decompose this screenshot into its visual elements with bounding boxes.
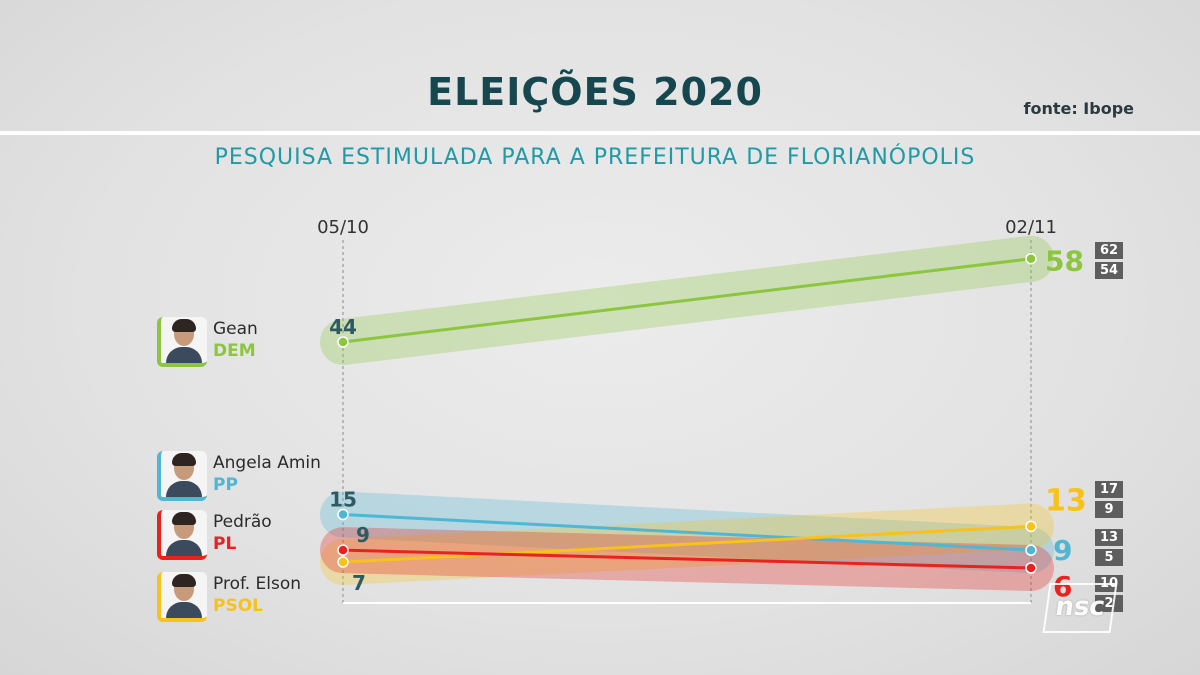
broadcaster-logo: nsc (1042, 583, 1118, 633)
candidate-name: Angela Amin (213, 453, 321, 473)
margin-low: 54 (1095, 262, 1123, 279)
data-point-end-2 (1025, 562, 1037, 574)
margin-range-pedrao: 13 5 (1095, 529, 1123, 569)
candidate-party: PSOL (213, 596, 263, 616)
header-divider (0, 131, 1200, 135)
data-label-end-2: 6 (1053, 570, 1072, 603)
candidate-photo (157, 572, 207, 622)
x-tick-label-start: 05/10 (317, 217, 369, 238)
x-tick-label-end: 02/11 (1005, 217, 1057, 238)
page-title: ELEIÇÕES 2020 (427, 70, 763, 114)
data-point-end-0 (1025, 252, 1037, 265)
data-point-end-1 (1025, 544, 1037, 556)
candidate-photo (157, 451, 207, 501)
data-label-start-1: 15 (329, 487, 357, 511)
data-point-start-0 (337, 336, 349, 348)
data-label-end-3: 13 (1045, 483, 1087, 518)
margin-high: 13 (1095, 529, 1123, 546)
candidate-name: Pedrão (213, 512, 272, 532)
candidate-photo (157, 510, 207, 560)
candidate-photo (157, 317, 207, 367)
margin-low: 5 (1095, 549, 1123, 566)
candidate-party: DEM (213, 341, 256, 361)
series-line-0 (342, 257, 1032, 344)
series-line-3 (342, 524, 1032, 564)
chart-subtitle: PESQUISA ESTIMULADA PARA A PREFEITURA DE… (214, 145, 976, 170)
candidate-party: PL (213, 534, 237, 554)
margin-low: 9 (1095, 501, 1123, 518)
margin-low: 2 (1095, 595, 1123, 612)
margin-range-angela-amin: 17 9 (1095, 481, 1123, 521)
candidate-name: Prof. Elson (213, 574, 302, 594)
margin-range-gean: 62 54 (1095, 242, 1123, 282)
margin-high: 10 (1095, 575, 1123, 592)
data-label-start-0: 44 (329, 315, 357, 339)
data-label-start-3: 7 (352, 571, 366, 595)
series-line-2 (342, 548, 1032, 570)
data-point-end-3 (1025, 520, 1037, 533)
data-point-start-3 (337, 556, 349, 568)
candidate-name: Gean (213, 319, 258, 339)
data-label-start-2: 9 (356, 523, 370, 547)
candidate-party: PP (213, 475, 238, 495)
data-label-end-0: 58 (1045, 245, 1084, 278)
margin-range-prof-elson: 10 2 (1095, 575, 1123, 615)
data-point-start-2 (337, 544, 349, 556)
source-label: fonte: Ibope (1023, 99, 1134, 118)
margin-high: 17 (1095, 481, 1123, 498)
margin-high: 62 (1095, 242, 1123, 259)
series-line-1 (342, 512, 1032, 552)
data-label-end-1: 9 (1053, 534, 1072, 567)
data-point-start-1 (337, 508, 349, 521)
